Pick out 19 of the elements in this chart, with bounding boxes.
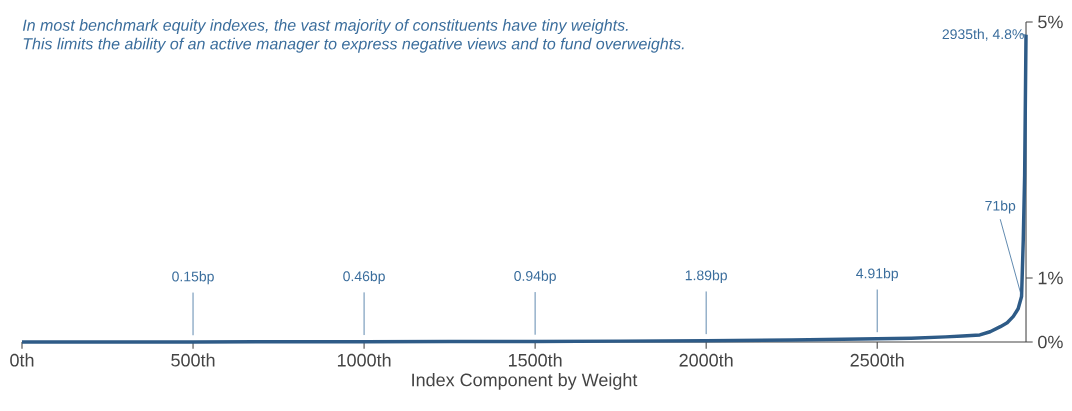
x-tick-label: 500th [171,353,215,367]
annotation: 0.46bp [343,270,385,284]
annotation: 1.89bp [685,270,727,284]
x-tick-label: 2000th [679,353,733,367]
y-tick-label: 0% [1038,335,1063,349]
x-tick-label: 0th [10,353,34,367]
y-tick-label: 1% [1038,271,1063,285]
annotation: 71bp [985,200,1016,214]
x-tick-label: 1500th [508,353,562,367]
x-tick-label: 2500th [850,353,904,367]
y-tick-label: 5% [1038,15,1063,29]
annotation: 2935th, 4.8% [942,28,1024,41]
annotation: 0.94bp [514,270,556,284]
x-tick-label: 1000th [337,353,391,367]
text: This limits the ability of an active manager to express negative views and to fund overweights. [23,37,684,53]
chart-title: In most benchmark equity indexes, the vast majority of constituents have tiny weights. [22,19,628,34]
x-axis-title: Index Component by Weight [412,373,638,390]
annotation: 0.15bp [172,271,214,285]
annotation: 4.91bp [856,268,899,282]
